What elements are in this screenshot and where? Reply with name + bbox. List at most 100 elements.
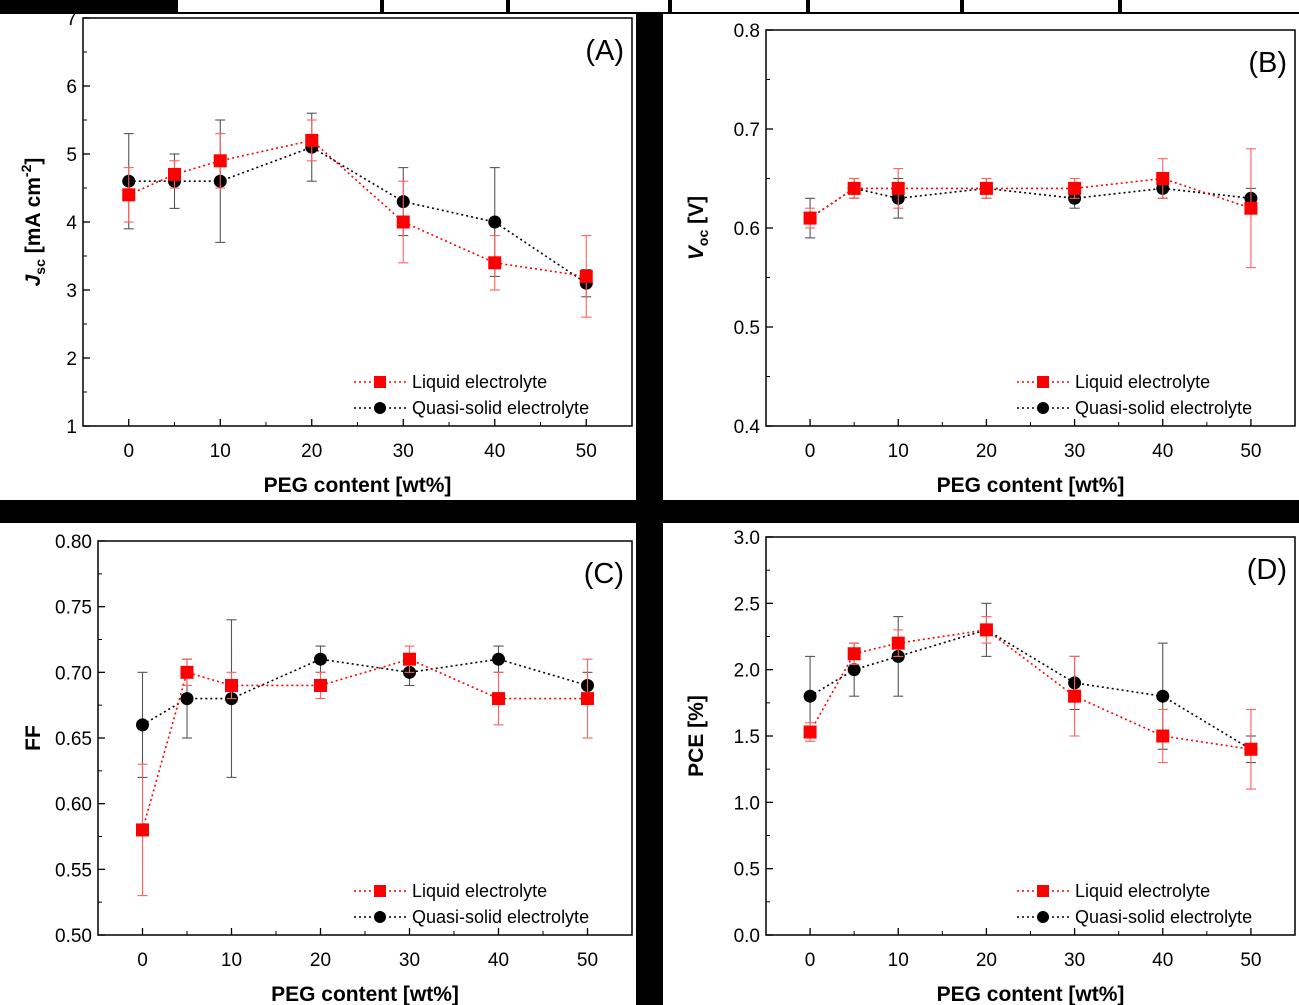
data-point-liquid [180, 665, 194, 679]
y-tick-label: 0.8 [734, 21, 760, 42]
chart-svg-a: 1 2 3 4 5 6 7 0 10 20 30 40 50 PEG content [wt%] Jsc​ … [18, 14, 633, 497]
x-tick-label: 40 [1152, 441, 1173, 462]
panel-label: (C) [584, 558, 624, 590]
chart-panel-b: 0.4 0.5 0.6 0.7 0.8 0 10 20 30 40 50 PEG content [w… [663, 14, 1299, 500]
x-tick-label: 40 [1152, 950, 1173, 971]
y-tick-label: 4 [66, 213, 77, 234]
y-tick-label: 0.50 [55, 926, 92, 947]
y-tick-label: 0.5 [734, 318, 760, 339]
x-tick-label: 20 [301, 441, 322, 462]
chart-panel-d: 0.0 0.5 1.0 1.5 2.0 2.5 3.0 0 10 20 30 40 50 PEG cont… [663, 523, 1299, 1005]
y-tick-label: 1.0 [734, 793, 760, 814]
x-tick-label: 10 [888, 950, 909, 971]
legend-label: Quasi-solid electrolyte [1075, 398, 1252, 418]
chart-panel-a: 1 2 3 4 5 6 7 0 10 20 30 40 50 PEG content [wt%] Jsc​ … [0, 14, 636, 500]
x-tick-label: 10 [888, 441, 909, 462]
data-point-liquid [314, 678, 327, 692]
legend-marker [374, 911, 386, 923]
legend-entry-liquid: Liquid electrolyte [354, 881, 547, 901]
chart-panel-c: 0.50 0.55 0.60 0.65 0.70 0.75 0.80 0 10 20 30 40 50 P… [0, 523, 636, 1005]
series-line-quasi [809, 628, 1252, 750]
x-tick-label: 10 [210, 441, 231, 462]
data-point-liquid [403, 652, 416, 666]
y-tick-label: 2.5 [734, 594, 760, 615]
y-axis-title-part: [mA cm [22, 177, 45, 259]
y-axis-title-part: ] [22, 158, 45, 165]
series-line-liquid [809, 629, 1252, 751]
data-point-liquid [492, 692, 505, 706]
top-border-strip [0, 0, 1299, 16]
x-tick-label: 40 [488, 950, 509, 971]
y-tick-label: 0.65 [55, 729, 92, 750]
data-point-liquid [1068, 689, 1082, 703]
plot-frame [765, 536, 1296, 936]
data-point-liquid [396, 215, 410, 229]
data-point-liquid [979, 623, 993, 637]
data-point-quasi [180, 692, 194, 706]
table-cell [384, 0, 506, 12]
x-tick-label: 0 [805, 441, 816, 462]
y-tick-label: 5 [66, 145, 77, 166]
data-point-liquid [803, 211, 817, 225]
x-tick-label: 30 [1064, 441, 1085, 462]
x-tick-label: 50 [1240, 441, 1261, 462]
legend-label: Liquid electrolyte [1075, 372, 1210, 392]
x-tick-label: 10 [221, 950, 242, 971]
data-point-quasi [488, 215, 502, 229]
series-line-liquid [141, 658, 588, 831]
legend-entry-liquid: Liquid electrolyte [354, 372, 547, 392]
y-tick-label: 0.60 [55, 795, 92, 816]
x-tick-label: 40 [484, 441, 505, 462]
data-point-liquid [1156, 729, 1170, 743]
data-point-liquid [891, 636, 905, 650]
y-tick-label: 0.0 [734, 926, 760, 947]
series-line-quasi [128, 146, 587, 284]
legend-label: Quasi-solid electrolyte [412, 398, 589, 418]
x-tick-label: 30 [399, 950, 420, 971]
y-tick-label: 1 [66, 417, 77, 438]
plot-frame [765, 29, 1296, 427]
data-point-liquid [579, 269, 593, 283]
legend-label: Quasi-solid electrolyte [412, 907, 589, 927]
x-tick-label: 50 [577, 950, 598, 971]
data-point-liquid [122, 188, 136, 202]
y-tick-label: 0.80 [55, 532, 92, 553]
legend-marker [374, 885, 386, 897]
legend-marker [1037, 911, 1049, 923]
series-line-quasi [142, 658, 588, 726]
panel-label: (D) [1247, 554, 1287, 586]
legend-entry-quasi: Quasi-solid electrolyte [354, 398, 589, 418]
data-point-liquid [168, 167, 181, 181]
series-line-liquid [809, 177, 1252, 219]
y-tick-label: 7 [66, 14, 77, 30]
table-cell [810, 0, 960, 12]
y-axis-title-part: [V] [685, 196, 708, 230]
table-cell [510, 0, 668, 12]
legend-entry-quasi: Quasi-solid electrolyte [1017, 398, 1252, 418]
legend-entry-liquid: Liquid electrolyte [1017, 372, 1210, 392]
data-point-liquid [488, 256, 502, 270]
legend-label: Liquid electrolyte [1075, 881, 1210, 901]
y-tick-label: 0.6 [734, 219, 760, 240]
data-point-liquid [891, 181, 905, 195]
x-tick-label: 0 [123, 441, 134, 462]
x-tick-label: 20 [976, 441, 997, 462]
panel-label: (A) [585, 35, 624, 67]
y-axis-title: FF [22, 725, 45, 751]
legend-marker [1037, 885, 1049, 897]
x-tick-label: 0 [137, 950, 148, 971]
data-point-quasi [492, 652, 505, 666]
data-point-quasi [136, 718, 149, 732]
data-point-liquid [213, 154, 227, 168]
panel-label: (B) [1248, 47, 1287, 79]
legend-label: Quasi-solid electrolyte [1075, 907, 1252, 927]
data-point-liquid [979, 181, 993, 195]
table-cell [964, 0, 1118, 12]
data-point-quasi [1156, 689, 1170, 703]
x-axis-title: PEG content [wt%] [264, 474, 452, 497]
table-cell [672, 0, 806, 12]
y-tick-label: 2.0 [734, 661, 760, 682]
legend-marker [374, 402, 386, 414]
chart-svg-d: 0.0 0.5 1.0 1.5 2.0 2.5 3.0 0 10 20 30 40 50 PEG cont… [685, 528, 1296, 1005]
x-tick-label: 20 [310, 950, 331, 971]
